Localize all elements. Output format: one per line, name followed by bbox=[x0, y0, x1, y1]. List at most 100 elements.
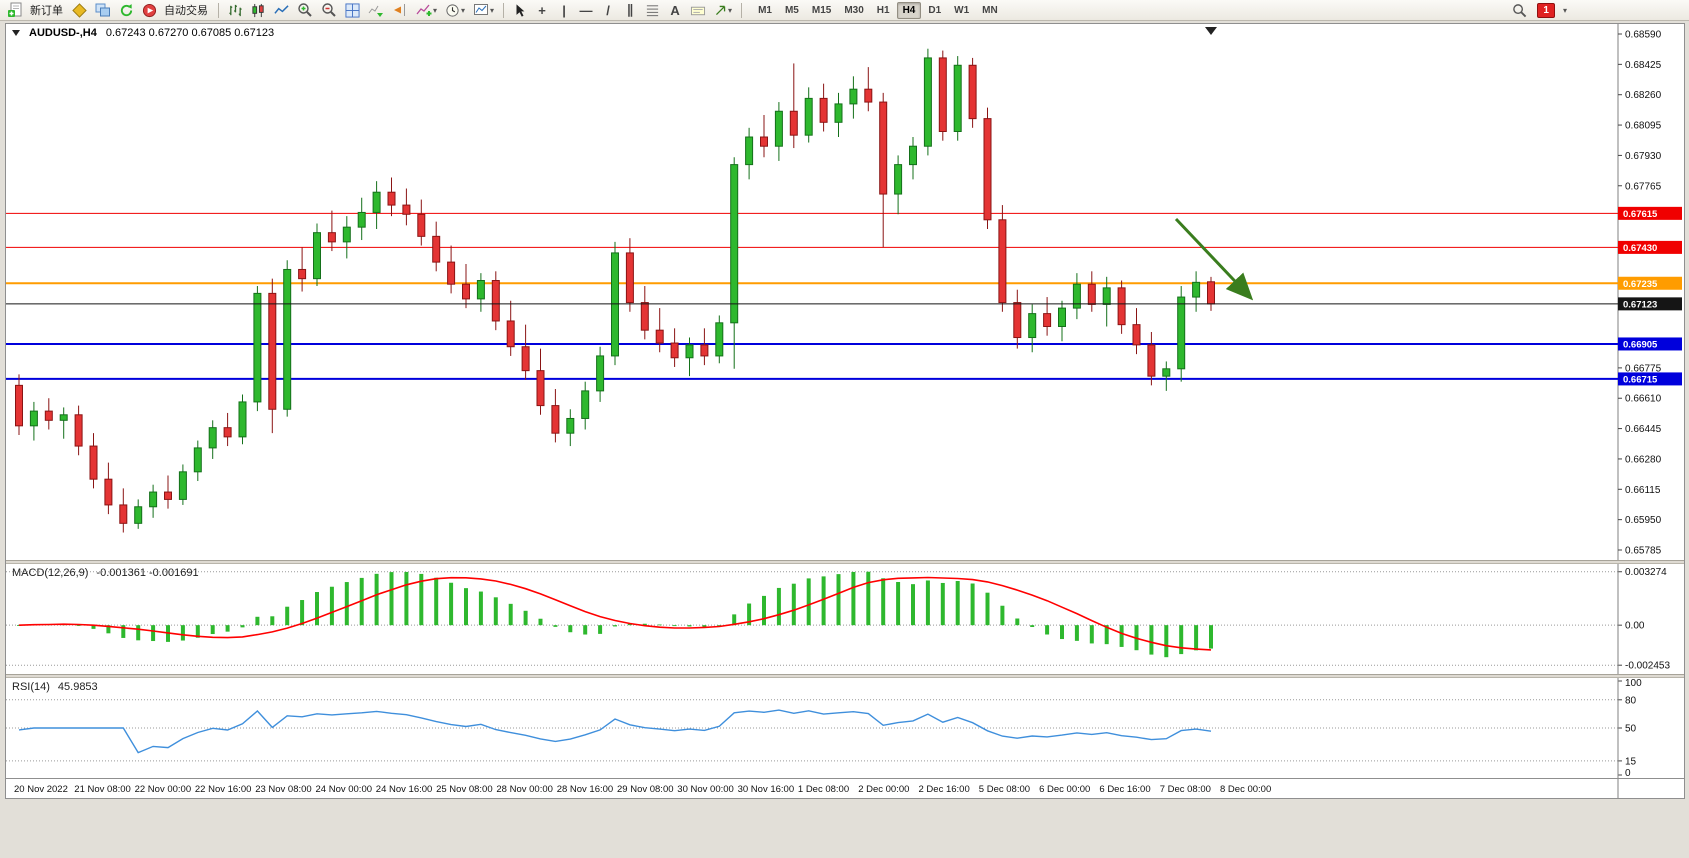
svg-text:0.67765: 0.67765 bbox=[1625, 181, 1662, 192]
chart-shift-button[interactable] bbox=[389, 1, 411, 19]
svg-text:0.66715: 0.66715 bbox=[1623, 374, 1658, 385]
tile-windows-button[interactable] bbox=[342, 1, 363, 19]
bar-chart-button[interactable] bbox=[225, 1, 246, 19]
periods-button[interactable]: ▾ bbox=[442, 1, 468, 19]
toolbar-separator bbox=[741, 3, 742, 18]
search-button[interactable] bbox=[1509, 1, 1530, 19]
auto-trading-icon bbox=[142, 3, 157, 18]
fibonacci-button[interactable] bbox=[642, 1, 663, 19]
chevron-down-icon: ▾ bbox=[461, 6, 465, 15]
text-tool-button[interactable]: A bbox=[665, 1, 685, 19]
horizontal-line-button[interactable]: — bbox=[576, 1, 596, 19]
chevron-down-icon: ▾ bbox=[1563, 6, 1567, 15]
trendline-button[interactable]: / bbox=[598, 1, 618, 19]
templates-button[interactable]: ▾ bbox=[470, 1, 497, 19]
chart-shift-icon bbox=[392, 2, 408, 18]
time-axis[interactable]: 20 Nov 202221 Nov 08:0022 Nov 00:0022 No… bbox=[6, 778, 1684, 798]
svg-text:0.65950: 0.65950 bbox=[1625, 515, 1662, 526]
time-label: 6 Dec 16:00 bbox=[1099, 784, 1150, 795]
rsi-panel[interactable]: 1008050150 RSI(14) 45.9853 bbox=[6, 678, 1684, 778]
channel-button[interactable]: ∥ bbox=[620, 1, 640, 19]
time-label: 22 Nov 00:00 bbox=[135, 784, 192, 795]
arrows-tool-button[interactable]: ▾ bbox=[711, 1, 735, 19]
svg-text:0.66280: 0.66280 bbox=[1625, 454, 1662, 465]
auto-trading-button[interactable] bbox=[139, 1, 160, 19]
profiles-button[interactable] bbox=[92, 1, 114, 19]
label-tool-button[interactable] bbox=[687, 1, 709, 19]
chevron-down-icon: ▾ bbox=[728, 6, 732, 15]
time-label: 8 Dec 00:00 bbox=[1220, 784, 1271, 795]
notification-badge[interactable]: 1 bbox=[1537, 3, 1555, 18]
time-label: 2 Dec 16:00 bbox=[919, 784, 970, 795]
timeframe-button-m30[interactable]: M30 bbox=[838, 2, 869, 19]
new-order-button[interactable] bbox=[4, 1, 26, 19]
main-chart-panel[interactable]: 0.685900.684250.682600.680950.679300.677… bbox=[6, 24, 1684, 560]
chevron-down-icon: ▾ bbox=[433, 6, 437, 15]
timeframe-button-m1[interactable]: M1 bbox=[752, 2, 778, 19]
svg-text:0.66610: 0.66610 bbox=[1625, 394, 1662, 405]
toolbar: 新订单 自动交易 bbox=[0, 0, 1689, 21]
cursor-icon bbox=[513, 3, 527, 18]
zoom-out-button[interactable] bbox=[318, 1, 340, 19]
hline-0.67615[interactable]: 0.67615 bbox=[6, 207, 1682, 220]
zoom-out-icon bbox=[321, 2, 337, 18]
candlestick-chart-button[interactable] bbox=[248, 1, 269, 19]
clock-icon bbox=[445, 3, 460, 18]
svg-text:0.68260: 0.68260 bbox=[1625, 90, 1662, 101]
time-label: 2 Dec 00:00 bbox=[858, 784, 909, 795]
svg-text:0.003274: 0.003274 bbox=[1625, 567, 1667, 578]
search-icon bbox=[1512, 3, 1527, 18]
timeframe-button-h4[interactable]: H4 bbox=[897, 2, 922, 19]
chart-shift-marker[interactable] bbox=[1205, 27, 1217, 35]
svg-text:0.67235: 0.67235 bbox=[1623, 279, 1658, 290]
toolbar-separator bbox=[218, 3, 219, 18]
line-chart-button[interactable] bbox=[271, 1, 292, 19]
hline-0.67430[interactable]: 0.67430 bbox=[6, 241, 1682, 254]
svg-text:0.68590: 0.68590 bbox=[1625, 30, 1662, 41]
svg-text:0.00: 0.00 bbox=[1625, 621, 1645, 632]
auto-scroll-icon bbox=[368, 2, 384, 18]
auto-trading-label[interactable]: 自动交易 bbox=[164, 2, 208, 18]
chart-profiles-icon bbox=[95, 2, 111, 18]
timeframe-button-d1[interactable]: D1 bbox=[922, 2, 947, 19]
indicators-button[interactable]: ▾ bbox=[413, 1, 440, 19]
toolbar-right-group: 1 ▾ bbox=[1509, 1, 1567, 19]
cursor-button[interactable] bbox=[510, 1, 530, 19]
line-chart-icon bbox=[274, 3, 289, 18]
main-chart-surface[interactable]: 0.685900.684250.682600.680950.679300.677… bbox=[6, 24, 1684, 560]
time-label: 21 Nov 08:00 bbox=[74, 784, 131, 795]
time-label: 20 Nov 2022 bbox=[14, 784, 68, 795]
window-bottom-area bbox=[0, 800, 1689, 858]
macd-panel[interactable]: 0.0032740.00-0.002453 MACD(12,26,9) -0.0… bbox=[6, 564, 1684, 674]
zoom-in-icon bbox=[297, 2, 313, 18]
time-label: 24 Nov 16:00 bbox=[376, 784, 433, 795]
time-label: 5 Dec 08:00 bbox=[979, 784, 1030, 795]
timeframe-button-mn[interactable]: MN bbox=[976, 2, 1004, 19]
macd-surface[interactable]: 0.0032740.00-0.002453 bbox=[6, 564, 1684, 674]
crosshair-button[interactable]: + bbox=[532, 1, 552, 19]
timeframe-button-m5[interactable]: M5 bbox=[779, 2, 805, 19]
metaquotes-button[interactable] bbox=[69, 1, 90, 19]
rsi-surface[interactable]: 1008050150 bbox=[6, 678, 1684, 778]
toolbar-separator bbox=[503, 3, 504, 18]
svg-text:0.66445: 0.66445 bbox=[1625, 424, 1662, 435]
chart-window: 0.685900.684250.682600.680950.679300.677… bbox=[5, 23, 1685, 799]
vertical-line-button[interactable]: | bbox=[554, 1, 574, 19]
time-label: 23 Nov 08:00 bbox=[255, 784, 312, 795]
tile-windows-icon bbox=[345, 3, 360, 18]
candlestick-chart-icon bbox=[251, 3, 266, 18]
zoom-in-button[interactable] bbox=[294, 1, 316, 19]
svg-text:80: 80 bbox=[1625, 695, 1637, 706]
timeframe-button-w1[interactable]: W1 bbox=[948, 2, 975, 19]
time-label: 28 Nov 16:00 bbox=[557, 784, 614, 795]
new-order-label[interactable]: 新订单 bbox=[30, 2, 63, 18]
svg-text:100: 100 bbox=[1625, 678, 1642, 689]
timeframe-button-m15[interactable]: M15 bbox=[806, 2, 837, 19]
auto-scroll-button[interactable] bbox=[365, 1, 387, 19]
time-label: 30 Nov 00:00 bbox=[677, 784, 734, 795]
price-axis[interactable]: 0.685900.684250.682600.680950.679300.677… bbox=[1618, 24, 1662, 560]
candlestick-series bbox=[16, 49, 1215, 533]
timeframe-button-h1[interactable]: H1 bbox=[871, 2, 896, 19]
refresh-button[interactable] bbox=[116, 1, 137, 19]
svg-text:50: 50 bbox=[1625, 724, 1637, 735]
